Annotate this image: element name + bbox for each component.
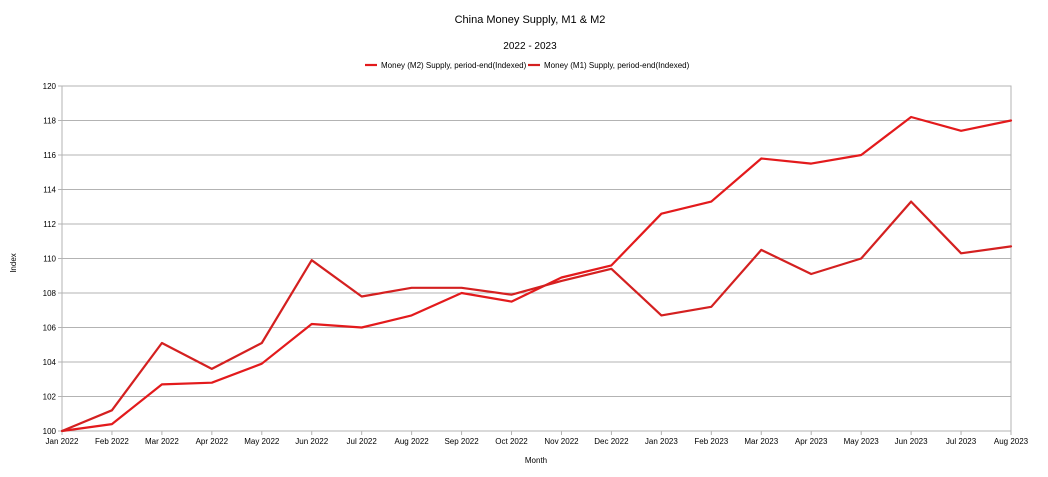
x-tick-label: Aug 2022 bbox=[394, 437, 429, 446]
legend-entry: Money (M1) Supply, period-end(Indexed) bbox=[544, 61, 690, 70]
x-tick-label: Jun 2022 bbox=[295, 437, 328, 446]
x-axis-label: Month bbox=[525, 456, 547, 465]
y-tick-label: 108 bbox=[43, 289, 57, 298]
y-tick-label: 106 bbox=[43, 324, 57, 333]
legend-entry: Money (M2) Supply, period-end(Indexed) bbox=[381, 61, 527, 70]
x-tick-label: Dec 2022 bbox=[594, 437, 629, 446]
x-tick-label: Jan 2023 bbox=[645, 437, 678, 446]
y-tick-label: 110 bbox=[43, 255, 56, 264]
y-tick-label: 104 bbox=[43, 358, 57, 367]
x-tick-label: May 2023 bbox=[844, 437, 880, 446]
x-tick-label: Mar 2023 bbox=[744, 437, 778, 446]
x-tick-label: Jul 2022 bbox=[347, 437, 378, 446]
y-axis-label: Index bbox=[9, 253, 18, 273]
y-tick-label: 112 bbox=[43, 220, 56, 229]
x-tick-label: Mar 2022 bbox=[145, 437, 179, 446]
x-tick-label: Apr 2023 bbox=[795, 437, 828, 446]
x-tick-label: Feb 2023 bbox=[694, 437, 728, 446]
x-tick-label: Apr 2022 bbox=[196, 437, 229, 446]
x-axis-ticks: Jan 2022 Feb 2022 Mar 2022 Apr 2022 May 2022… bbox=[46, 431, 1029, 446]
y-tick-label: 118 bbox=[43, 117, 56, 126]
chart-title: China Money Supply, M1 & M2 bbox=[455, 14, 606, 26]
y-tick-label: 102 bbox=[43, 393, 57, 402]
y-tick-label: 100 bbox=[43, 427, 57, 436]
x-tick-label: Jan 2022 bbox=[46, 437, 79, 446]
x-tick-label: Oct 2022 bbox=[495, 437, 528, 446]
y-tick-label: 116 bbox=[43, 151, 56, 160]
x-tick-label: Feb 2022 bbox=[95, 437, 129, 446]
x-tick-label: Sep 2022 bbox=[444, 437, 479, 446]
x-tick-label: May 2022 bbox=[244, 437, 280, 446]
series-line-m1 bbox=[60, 200, 1013, 433]
series-line-m2 bbox=[60, 115, 1013, 433]
y-axis-ticks: 100 102 104 106 108 110 112 114 116 118 120 bbox=[43, 82, 62, 436]
chart-subtitle: 2022 - 2023 bbox=[503, 41, 557, 52]
y-tick-label: 120 bbox=[43, 82, 57, 91]
x-tick-label: Nov 2022 bbox=[544, 437, 579, 446]
x-tick-label: Jul 2023 bbox=[946, 437, 977, 446]
legend: Money (M2) Supply, period-end(Indexed) Mo… bbox=[365, 61, 690, 70]
series-lines bbox=[60, 115, 1013, 433]
gridlines bbox=[62, 85, 1011, 432]
x-tick-label: Jun 2023 bbox=[895, 437, 928, 446]
x-tick-label: Aug 2023 bbox=[994, 437, 1029, 446]
y-tick-label: 114 bbox=[43, 186, 56, 195]
